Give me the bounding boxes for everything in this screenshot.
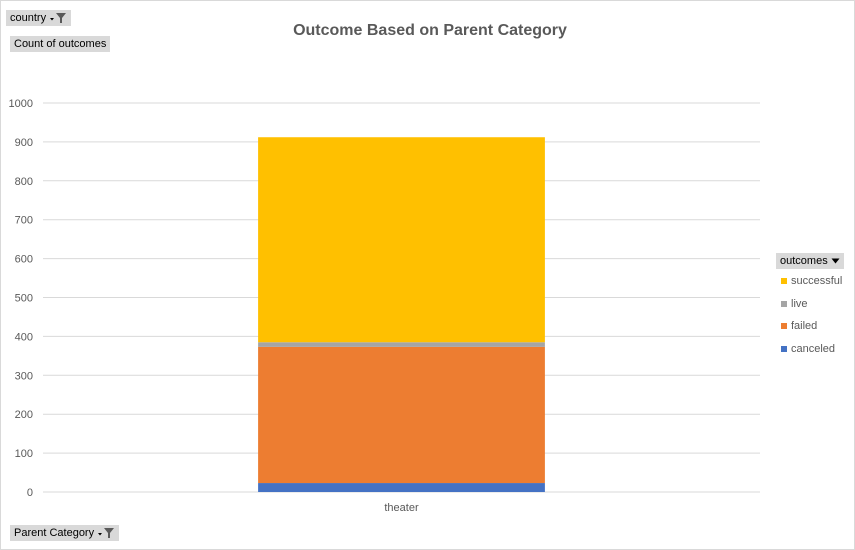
legend-item-successful[interactable]: successful [781,274,842,288]
bar-segment-live[interactable] [258,342,545,347]
count-of-outcomes-button[interactable]: Count of outcomes [10,36,111,52]
parent-category-label: Parent Category [14,527,95,539]
y-tick-label: 200 [15,409,33,421]
outcomes-legend-button[interactable]: outcomes [776,253,844,269]
bar-segment-canceled[interactable] [258,483,545,492]
legend-swatch [781,300,787,307]
y-tick-label: 900 [15,137,33,149]
y-tick-label: 700 [15,215,33,227]
legend-item-failed[interactable]: failed [781,319,817,333]
legend-swatch [781,278,787,284]
legend-item-canceled[interactable]: canceled [781,342,835,356]
x-tick-label: theater [384,502,419,514]
legend-label: canceled [791,342,836,355]
legend-label: failed [791,320,818,332]
dropdown-arrow-icon [831,258,840,264]
parent-category-filter-button[interactable]: Parent Category [10,525,120,541]
y-tick-label: 0 [27,487,33,499]
bar-segment-successful[interactable] [258,137,545,343]
country-filter-button[interactable]: country [6,10,72,26]
chart-title: Outcome Based on Parent Category [293,22,567,39]
filter-icon [97,527,115,539]
filter-icon [49,12,67,24]
y-tick-label: 400 [15,331,33,343]
y-tick-label: 800 [15,176,33,188]
y-tick-label: 600 [15,254,33,266]
legend-label: successful [791,275,843,287]
outcomes-legend-label: outcomes [780,255,828,267]
y-tick-label: 100 [15,448,33,460]
legend-swatch [781,345,787,352]
legend-item-live[interactable]: live [781,297,808,311]
bar-segment-failed[interactable] [258,346,545,484]
country-filter-label: country [10,12,47,24]
y-tick-label: 300 [15,370,33,382]
legend-swatch [781,323,787,329]
y-tick-label: 1000 [9,98,33,110]
y-tick-label: 500 [15,293,33,305]
count-of-outcomes-label: Count of outcomes [14,38,107,50]
legend-label: live [791,297,808,310]
